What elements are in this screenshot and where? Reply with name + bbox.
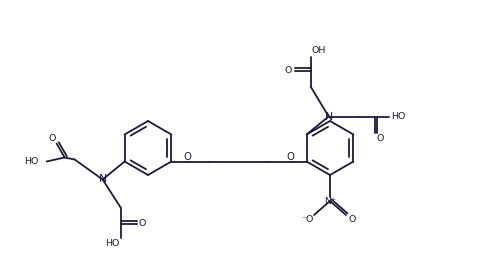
Text: O: O bbox=[49, 134, 56, 143]
Text: OH: OH bbox=[311, 46, 326, 55]
Text: N: N bbox=[324, 112, 333, 121]
Text: O: O bbox=[183, 152, 191, 161]
Text: O: O bbox=[348, 214, 356, 224]
Text: HO: HO bbox=[24, 157, 39, 166]
Text: O: O bbox=[285, 66, 292, 75]
Text: N: N bbox=[98, 174, 107, 184]
Text: HO: HO bbox=[106, 239, 120, 248]
Text: ⁻O: ⁻O bbox=[302, 214, 314, 224]
Text: O: O bbox=[139, 219, 146, 228]
Text: O: O bbox=[377, 134, 384, 143]
Text: N⁺: N⁺ bbox=[324, 197, 336, 206]
Text: O: O bbox=[287, 152, 295, 161]
Text: HO: HO bbox=[392, 112, 406, 121]
